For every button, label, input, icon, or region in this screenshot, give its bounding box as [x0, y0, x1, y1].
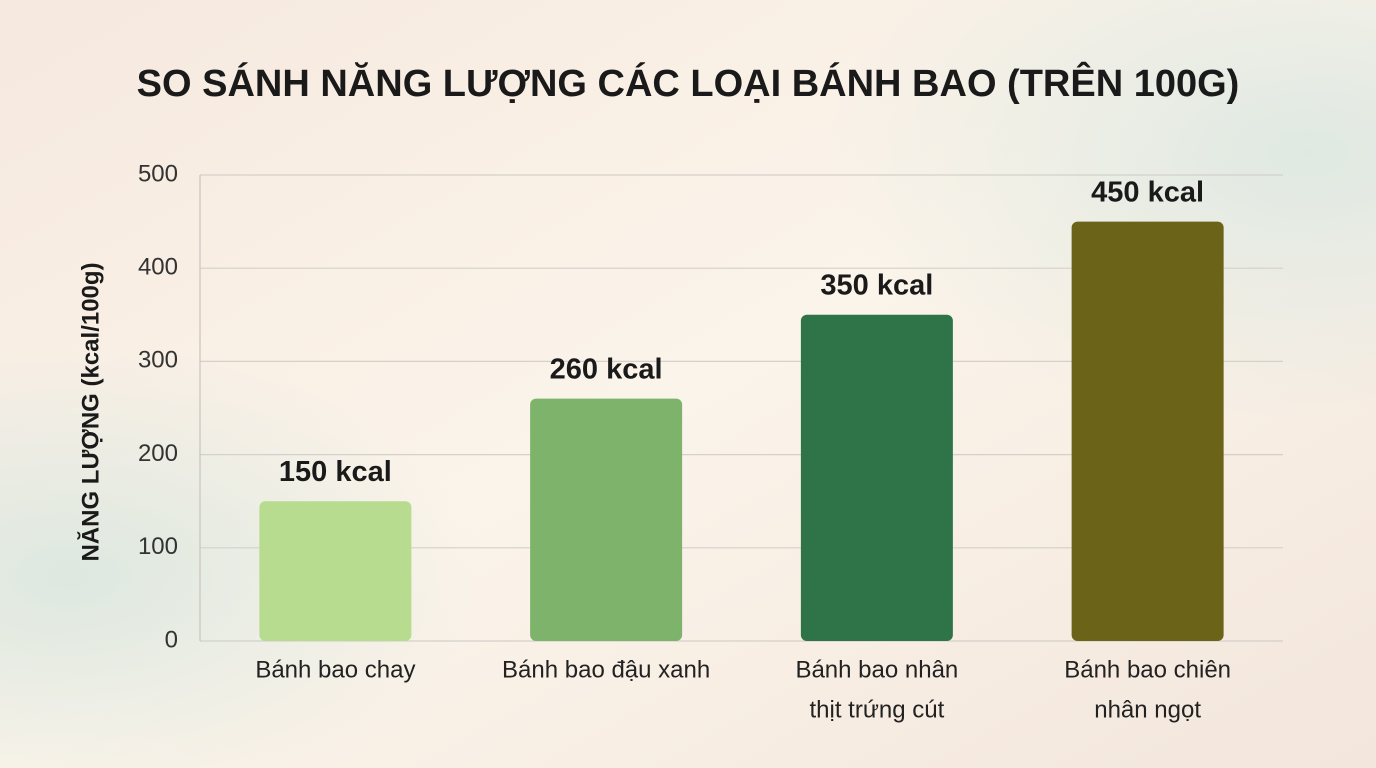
x-tick-label: thịt trứng cút [809, 696, 944, 723]
x-tick-label: Bánh bao nhân [795, 656, 958, 683]
x-tick-label: Bánh bao chay [255, 656, 415, 683]
y-tick-label: 400 [138, 254, 178, 281]
x-tick-label: nhân ngọt [1094, 696, 1201, 723]
bar [259, 501, 412, 641]
chart-title: SO SÁNH NĂNG LƯỢNG CÁC LOẠI BÁNH BAO (TR… [137, 61, 1240, 105]
bar [800, 314, 953, 641]
x-tick-label: Bánh bao chiên [1064, 656, 1231, 683]
value-label: 260 kcal [550, 353, 663, 385]
value-label: 450 kcal [1091, 176, 1204, 208]
x-tick-label: Bánh bao đậu xanh [502, 656, 710, 683]
value-label: 350 kcal [820, 269, 933, 301]
bar [530, 398, 683, 641]
y-tick-label: 100 [138, 533, 178, 560]
y-axis-label: NĂNG LƯỢNG (kcal/100g) [76, 262, 104, 561]
y-tick-label: 0 [165, 626, 178, 653]
value-label: 150 kcal [279, 456, 392, 488]
bar [1071, 221, 1224, 641]
y-tick-label: 300 [138, 347, 178, 374]
y-tick-label: 200 [138, 440, 178, 467]
y-tick-label: 500 [138, 160, 178, 187]
